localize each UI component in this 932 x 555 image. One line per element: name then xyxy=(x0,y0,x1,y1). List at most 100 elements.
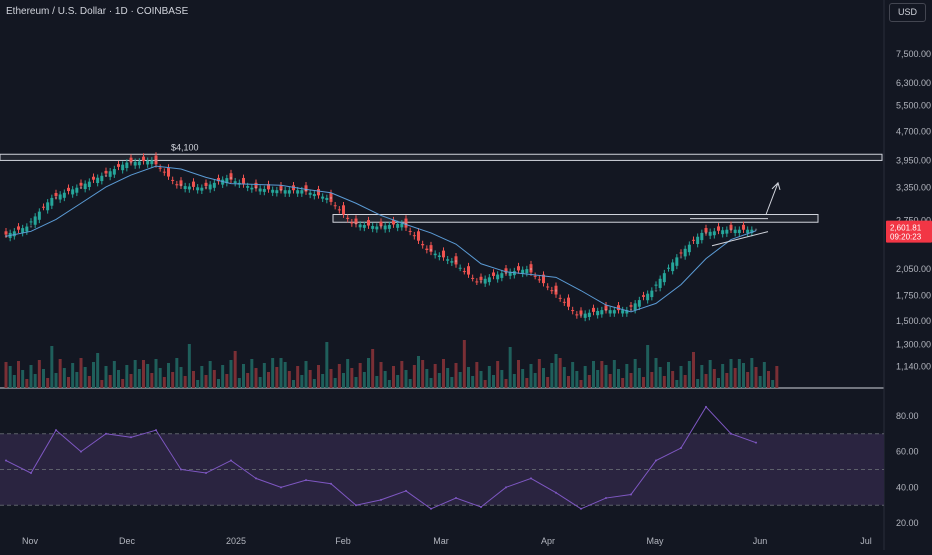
candle-body xyxy=(458,267,462,269)
candle-body xyxy=(679,252,683,254)
candle-body xyxy=(17,226,20,230)
candle-body xyxy=(450,261,454,263)
candle-body xyxy=(100,175,104,182)
candle-body xyxy=(371,226,375,229)
volume-bar xyxy=(758,376,762,388)
candle-body xyxy=(717,226,720,231)
candle-body xyxy=(721,230,725,235)
volume-bar xyxy=(333,378,337,388)
volume-bar xyxy=(587,375,591,388)
candle-body xyxy=(600,310,604,315)
price-tick-label: 4,700.00 xyxy=(896,127,931,137)
candle-body xyxy=(208,184,212,190)
volume-bar xyxy=(750,358,754,388)
price-point xyxy=(629,308,633,312)
volume-bar xyxy=(412,365,416,388)
candle-body xyxy=(258,188,262,192)
volume-bar xyxy=(437,373,441,388)
candle-body xyxy=(517,266,520,271)
volume-bar xyxy=(171,372,175,388)
candle-body xyxy=(712,231,716,236)
rsi-point xyxy=(280,486,282,489)
candle-body xyxy=(121,164,125,171)
rsi-point xyxy=(680,447,682,450)
candle-body xyxy=(12,231,16,237)
volume-bar xyxy=(546,377,550,388)
candle-body xyxy=(496,274,500,280)
volume-bar xyxy=(396,375,400,388)
volume-bar xyxy=(400,361,404,388)
volume-bar xyxy=(483,380,487,388)
volume-bar xyxy=(537,359,541,388)
volume-bar xyxy=(687,361,691,388)
rsi-tick-label: 20.00 xyxy=(896,518,919,528)
volume-bar xyxy=(117,370,120,388)
volume-bar xyxy=(729,359,733,388)
candle-body xyxy=(508,271,512,276)
price-tick-label: 3,350.00 xyxy=(896,183,931,193)
candle-body xyxy=(575,314,579,316)
volume-bar xyxy=(721,364,725,388)
volume-bar xyxy=(433,364,437,388)
candle-body xyxy=(375,226,379,230)
candle-body xyxy=(200,187,204,191)
volume-bar xyxy=(662,376,666,388)
candle-body xyxy=(225,178,229,184)
volume-bar xyxy=(42,369,45,388)
volume-bar xyxy=(700,365,704,388)
volume-bar xyxy=(258,377,262,388)
volume-bar xyxy=(629,373,633,388)
candle-body xyxy=(212,182,216,188)
price-point xyxy=(429,248,433,252)
volume-bar xyxy=(675,380,679,388)
volume-bar xyxy=(421,360,425,388)
price-point xyxy=(529,267,533,271)
breakout-arrow-line xyxy=(765,182,779,215)
price-point xyxy=(29,225,33,228)
volume-bar xyxy=(154,359,158,388)
volume-bar xyxy=(133,360,137,388)
volume-bar xyxy=(83,367,87,388)
candle-body xyxy=(21,228,25,234)
volume-bar xyxy=(471,376,475,388)
currency-button[interactable]: USD xyxy=(889,3,926,22)
volume-bar xyxy=(196,380,200,388)
symbol-title: Ethereum / U.S. Dollar · 1D · COINBASE xyxy=(6,6,189,17)
candle-body xyxy=(654,284,658,286)
rsi-point xyxy=(755,441,757,444)
volume-bar xyxy=(212,370,216,388)
candle-body xyxy=(321,196,325,199)
bar-countdown: 09:20:23 xyxy=(890,233,922,242)
volume-bar xyxy=(617,369,620,388)
rsi-point xyxy=(655,459,657,462)
volume-bar xyxy=(29,365,33,388)
volume-bar xyxy=(671,371,675,388)
time-tick-label: Mar xyxy=(433,536,449,546)
volume-bar xyxy=(354,377,358,388)
volume-bar xyxy=(762,362,766,388)
volume-bar xyxy=(62,368,66,388)
candle-body xyxy=(279,185,283,191)
candle-body xyxy=(246,186,250,188)
price-point xyxy=(504,271,508,275)
volume-bar xyxy=(429,378,433,388)
resistance-zone xyxy=(0,153,883,161)
candle-body xyxy=(346,217,350,219)
candle-body xyxy=(504,268,508,273)
candle-body xyxy=(50,197,54,206)
volume-bar xyxy=(158,368,162,388)
price-tick-label: 1,750.00 xyxy=(896,290,931,300)
volume-bar xyxy=(121,379,125,388)
wedge-bottom-line xyxy=(711,231,769,247)
candle-body xyxy=(479,276,483,281)
candle-body xyxy=(571,310,575,312)
candle-body xyxy=(442,250,445,258)
rsi-point xyxy=(730,432,732,435)
volume-bar xyxy=(579,380,583,388)
candle-body xyxy=(558,297,562,299)
volume-bar xyxy=(317,365,320,388)
volume-bar xyxy=(50,346,54,388)
candle-body xyxy=(271,189,275,193)
